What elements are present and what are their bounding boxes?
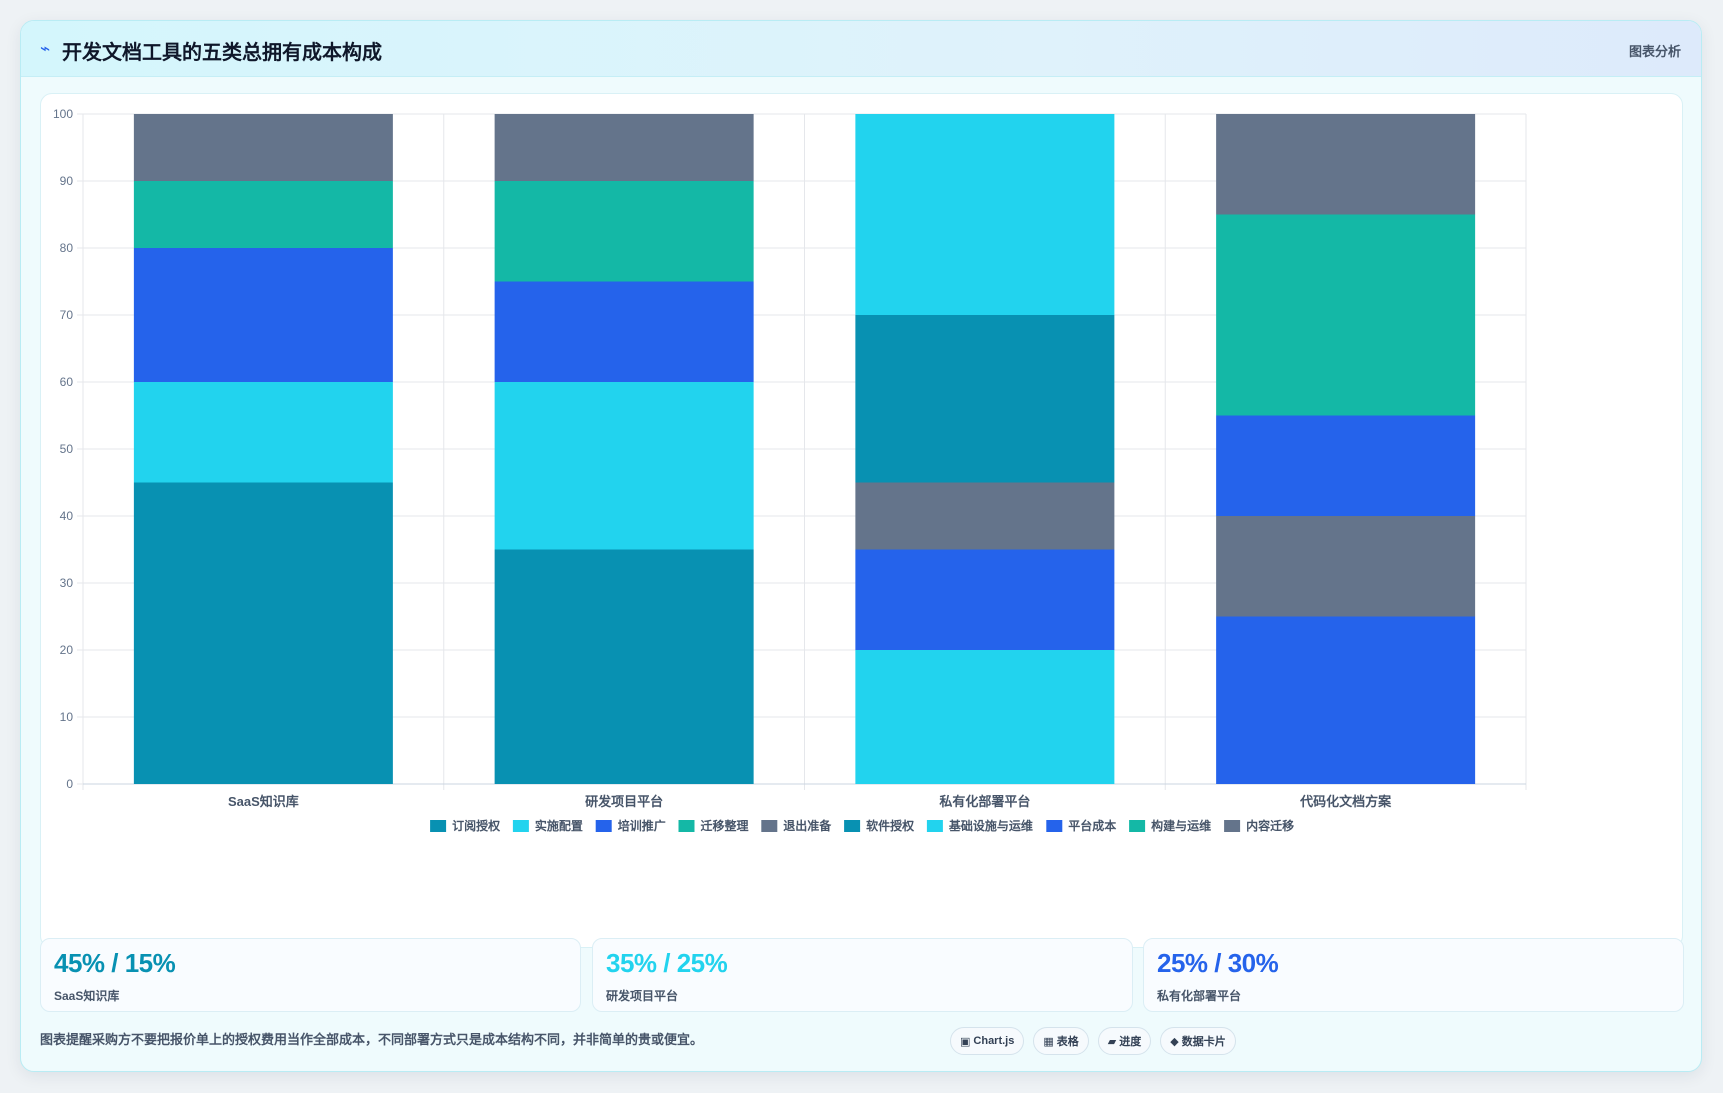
legend-label: 平台成本: [1068, 818, 1116, 833]
legend-label: 构建与运维: [1151, 818, 1211, 833]
pill-data-card[interactable]: ◆ 数据卡片: [1160, 1027, 1236, 1055]
bar-segment: [133, 382, 393, 483]
stat-value: 25% / 30%: [1157, 948, 1279, 978]
bar-segment: [494, 114, 754, 181]
bar-segment: [855, 549, 1115, 650]
legend-label: 内容迁移: [1246, 818, 1294, 833]
stat-card-saas: 45% / 15% SaaS知识库: [40, 938, 581, 1012]
legend-label: 订阅授权: [452, 818, 501, 833]
stat-card-private-deploy: 25% / 30% 私有化部署平台: [1143, 938, 1684, 1012]
chart-note: 图表提醒采购方不要把报价单上的授权费用当作全部成本，不同部署方式只是成本结构不同…: [40, 1032, 704, 1047]
stat-label: 私有化部署平台: [1157, 989, 1242, 1003]
legend-swatch: [844, 820, 861, 832]
bar-segment: [1216, 415, 1476, 516]
y-tick-label: 10: [60, 710, 74, 724]
bar-segment: [1216, 214, 1476, 416]
legend-swatch: [1224, 820, 1241, 832]
pill-label: 进度: [1119, 1036, 1142, 1048]
x-tick-label: SaaS知识库: [228, 794, 299, 809]
stat-card-dev-platform: 35% / 25% 研发项目平台: [592, 938, 1133, 1012]
bar-segment: [1216, 516, 1476, 617]
chart-icon: ▣: [960, 1034, 971, 1048]
bar-segment: [133, 248, 393, 382]
stat-value: 35% / 25%: [606, 948, 728, 978]
x-tick-label: 私有化部署平台: [939, 794, 1030, 809]
bar-segment: [133, 114, 393, 181]
legend-swatch: [761, 820, 778, 832]
stat-label: 研发项目平台: [606, 989, 679, 1003]
bar-segment: [494, 181, 754, 282]
stacked-bar-chart: 0 10 20 30 40 50 60 70 80 90 100 SaaS知识库 研发项目平台 私有化部署…: [53, 107, 1527, 833]
bar-segment: [494, 549, 754, 784]
stat-label: SaaS知识库: [54, 989, 120, 1003]
pill-label: Chart.js: [973, 1035, 1015, 1047]
table-icon: ▦: [1043, 1034, 1054, 1048]
bar-segment: [855, 114, 1115, 315]
x-tick-label: 研发项目平台: [585, 794, 663, 809]
bar-segment: [855, 315, 1115, 483]
legend-label: 迁移整理: [701, 818, 749, 833]
y-tick-label: 30: [60, 576, 74, 590]
pill-table[interactable]: ▦ 表格: [1033, 1027, 1089, 1055]
legend-label: 退出准备: [783, 818, 832, 833]
trend-icon: ⌁: [40, 39, 51, 59]
chart-card: ⌁ 开发文档工具的五类总拥有成本构成 图表分析 0 10 20 30 40 50 60 70 8…: [20, 20, 1702, 1072]
view-switcher: ▣ Chart.js ▦ 表格 ▰ 进度 ◆ 数据卡片: [950, 1027, 1236, 1055]
stat-value: 45% / 15%: [54, 948, 176, 978]
y-tick-label: 0: [66, 777, 73, 791]
pill-label: 数据卡片: [1181, 1036, 1226, 1048]
chart-panel: 0 10 20 30 40 50 60 70 80 90 100 SaaS知识库 研发项目平台 私有化部署…: [40, 93, 1683, 948]
legend-label: 培训推广: [618, 818, 666, 833]
y-tick-label: 60: [60, 375, 74, 389]
y-tick-label: 70: [60, 308, 74, 322]
bar-segment: [133, 181, 393, 248]
pill-chartjs[interactable]: ▣ Chart.js: [950, 1027, 1025, 1055]
bar-segment: [494, 281, 754, 382]
y-tick-label: 50: [60, 442, 74, 456]
legend-swatch: [512, 820, 529, 832]
bar-segment: [494, 382, 754, 550]
diamond-icon: ◆: [1170, 1034, 1179, 1048]
card-header: ⌁ 开发文档工具的五类总拥有成本构成 图表分析: [21, 21, 1701, 77]
legend-swatch: [926, 820, 943, 832]
legend-swatch: [1129, 820, 1146, 832]
y-tick-label: 20: [60, 643, 74, 657]
chart-title: 开发文档工具的五类总拥有成本构成: [62, 42, 382, 64]
legend-swatch: [1046, 820, 1063, 832]
chart-analysis-button[interactable]: 图表分析: [1628, 44, 1681, 59]
legend-swatch: [595, 820, 612, 832]
bar-segment: [855, 650, 1115, 784]
x-tick-label: 代码化文档方案: [1299, 794, 1392, 809]
bar-segment: [855, 482, 1115, 550]
pill-label: 表格: [1056, 1036, 1079, 1048]
legend-swatch: [678, 820, 695, 832]
bar-segment: [1216, 616, 1476, 784]
legend-label: 实施配置: [535, 818, 583, 833]
pill-progress[interactable]: ▰ 进度: [1097, 1027, 1152, 1055]
progress-icon: ▰: [1107, 1034, 1117, 1048]
legend-label: 基础设施与运维: [948, 818, 1033, 833]
bar-segment: [1216, 114, 1476, 215]
y-tick-label: 90: [60, 174, 74, 188]
legend-swatch: [430, 820, 447, 832]
y-tick-label: 100: [53, 107, 73, 121]
y-tick-label: 80: [60, 241, 74, 255]
y-tick-label: 40: [60, 509, 74, 523]
legend-label: 软件授权: [866, 818, 915, 833]
bar-segment: [133, 482, 393, 784]
